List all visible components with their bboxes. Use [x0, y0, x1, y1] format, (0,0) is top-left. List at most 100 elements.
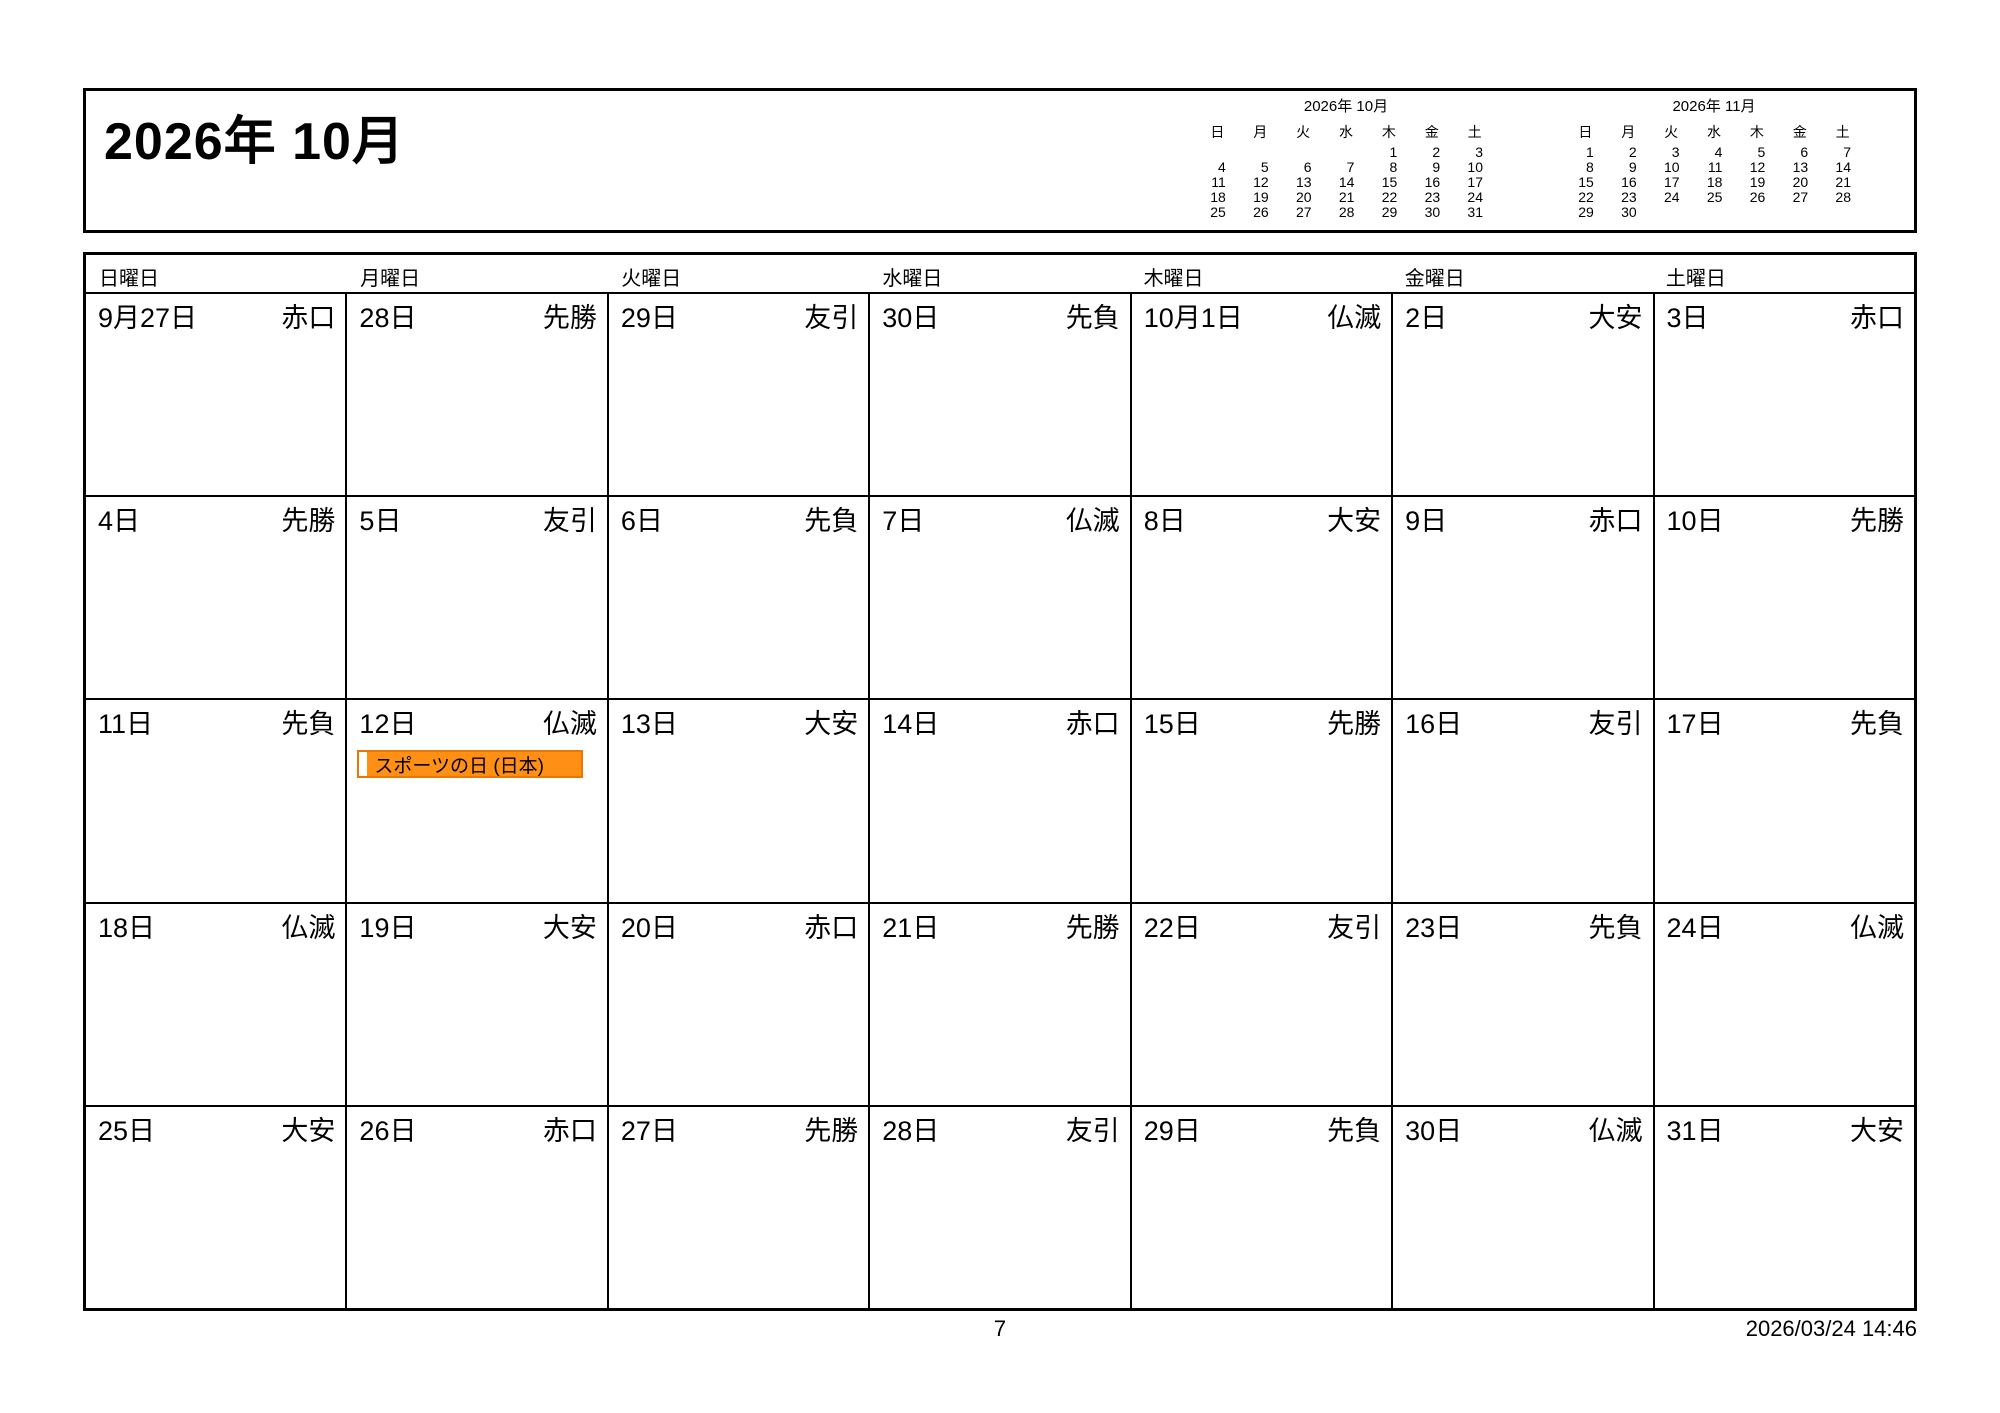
mini-day-header: 土	[1835, 124, 1850, 140]
mini-day-header: 水	[1706, 124, 1721, 140]
mini-day: 13	[1792, 159, 1809, 175]
mini-calendar-grid: 日月火水木金土 1 2 3 4 5 6 7 8 9 10 11 12 13 14 15 16 17 18 19 20 21…	[1196, 123, 1496, 220]
rokuyo-label: 先勝	[542, 303, 597, 333]
day-cell: 28日 友引	[870, 1106, 1132, 1309]
day-number: 15日	[1143, 709, 1201, 740]
rokuyo-label: 先負	[1065, 303, 1120, 333]
weekday-header: 土曜日	[1665, 268, 1726, 290]
mini-day: 24	[1663, 189, 1680, 205]
mini-day: 2	[1628, 144, 1637, 160]
footer-page-number: 7	[993, 1316, 1007, 1341]
mini-day: 20	[1295, 189, 1312, 205]
day-cell-top: 23日 先負	[1405, 910, 1642, 946]
day-cell: 6日 先負	[609, 497, 871, 699]
mini-day-header: 木	[1381, 124, 1396, 140]
mini-day-header: 木	[1749, 124, 1764, 140]
day-number: 9月27日	[98, 303, 198, 333]
day-cell-top: 18日 仏滅	[98, 910, 335, 946]
mini-day: 10	[1467, 159, 1483, 175]
day-cell-top: 6日 先負	[621, 503, 858, 539]
rokuyo-label: 赤口	[542, 1115, 597, 1146]
mini-day: 14	[1835, 159, 1851, 175]
mini-day: 25	[1210, 204, 1226, 220]
mini-day: 14	[1338, 174, 1355, 190]
day-number: 24日	[1666, 912, 1724, 943]
day-number: 4日	[98, 506, 141, 537]
day-cell-top: 25日 大安	[98, 1113, 335, 1149]
day-cell: 30日 先負	[870, 294, 1132, 496]
mini-day: 26	[1253, 204, 1269, 220]
weekday-header: 月曜日	[360, 268, 421, 290]
rokuyo-label: 大安	[1588, 303, 1643, 333]
day-cell-top: 20日 赤口	[621, 910, 858, 946]
day-number: 12日	[359, 709, 417, 740]
day-cell-top: 10日 先勝	[1667, 503, 1904, 539]
day-cell-top: 22日 友引	[1144, 910, 1381, 946]
mini-day: 3	[1475, 144, 1483, 160]
rokuyo-label: 先勝	[804, 1115, 859, 1146]
day-cell: 26日 赤口	[347, 1106, 609, 1309]
day-cell-top: 24日 仏滅	[1667, 910, 1904, 946]
day-number: 16日	[1405, 709, 1463, 740]
day-cell: 30日 仏滅	[1393, 1106, 1655, 1309]
day-number: 30日	[1405, 1115, 1463, 1146]
rokuyo-label: 仏滅	[542, 709, 597, 740]
mini-day	[1282, 145, 1325, 160]
mini-day: 24	[1467, 189, 1483, 205]
weekday-header: 水曜日	[882, 268, 943, 290]
rokuyo-label: 先負	[1588, 912, 1643, 943]
rokuyo-label: 大安	[1849, 1115, 1904, 1146]
mini-day: 19	[1749, 174, 1766, 190]
day-cell: 2日 大安	[1393, 294, 1655, 496]
day-number: 25日	[98, 1115, 156, 1146]
mini-day	[1821, 205, 1864, 220]
mini-day-header: 火	[1296, 124, 1311, 140]
day-number: 9日	[1405, 506, 1448, 537]
day-number: 3日	[1666, 303, 1709, 333]
day-number: 19日	[359, 912, 417, 943]
rokuyo-label: 仏滅	[281, 912, 336, 943]
day-cell: 5日 友引	[347, 497, 609, 699]
day-cell: 19日 大安	[347, 903, 609, 1105]
rokuyo-label: 赤口	[1849, 303, 1904, 333]
mini-day-header: 日	[1578, 124, 1593, 140]
mini-calendar-next-month: 2026年 11月日月火水木金土 1 2 3 4 5 6 7 8 9 10 11 12 13 14 15 16 1…	[1564, 99, 1864, 220]
day-cell-top: 17日 先負	[1667, 706, 1904, 742]
mini-day-header: 月	[1253, 124, 1268, 140]
mini-day: 9	[1628, 159, 1637, 175]
day-number: 26日	[359, 1115, 417, 1146]
mini-day-header: 金	[1424, 124, 1439, 140]
rokuyo-label: 友引	[804, 303, 859, 333]
day-cell: 13日 大安	[609, 700, 871, 902]
mini-day: 1	[1586, 144, 1594, 160]
day-cell-top: 21日 先勝	[882, 910, 1119, 946]
day-cell: 12日 仏滅 スポーツの日 (日本)	[347, 700, 609, 902]
mini-day: 29	[1578, 204, 1594, 220]
day-cell: 7日 仏滅	[870, 497, 1132, 699]
mini-day: 27	[1792, 189, 1809, 205]
mini-day: 6	[1303, 159, 1312, 175]
day-number: 8日	[1143, 506, 1186, 537]
rokuyo-label: 先勝	[1849, 506, 1904, 537]
mini-day: 4	[1218, 159, 1226, 175]
rokuyo-label: 仏滅	[1849, 912, 1904, 943]
mini-day	[1735, 205, 1778, 220]
day-cell-top: 30日 先負	[882, 300, 1119, 336]
mini-day: 2	[1432, 144, 1441, 160]
mini-day-header: 日	[1210, 124, 1225, 140]
day-cell: 25日 大安	[86, 1106, 348, 1309]
page-title: 2026年 10月	[104, 113, 405, 171]
day-number: 7日	[882, 506, 925, 537]
rokuyo-label: 赤口	[281, 303, 336, 333]
mini-day: 13	[1295, 174, 1312, 190]
rokuyo-label: 赤口	[1065, 709, 1120, 740]
mini-calendar-current-month: 2026年 10月日月火水木金土 1 2 3 4 5 6 7 8 9 10 11 12 13 14 15 16 1…	[1196, 99, 1496, 220]
day-cell: 15日 先勝	[1132, 700, 1394, 902]
rokuyo-label: 先負	[1849, 709, 1904, 740]
mini-day: 30	[1424, 204, 1441, 220]
month-grid: 日曜日 月曜日 火曜日 水曜日 木曜日 金曜日 土曜日 9月27日 赤口 28日 先勝 29日 友引 3…	[83, 252, 1917, 1311]
mini-day: 8	[1586, 159, 1594, 175]
weekday-header-row: 日曜日 月曜日 火曜日 水曜日 木曜日 金曜日 土曜日	[86, 255, 1914, 294]
day-cell: 4日 先勝	[86, 497, 348, 699]
day-number: 13日	[620, 709, 678, 740]
